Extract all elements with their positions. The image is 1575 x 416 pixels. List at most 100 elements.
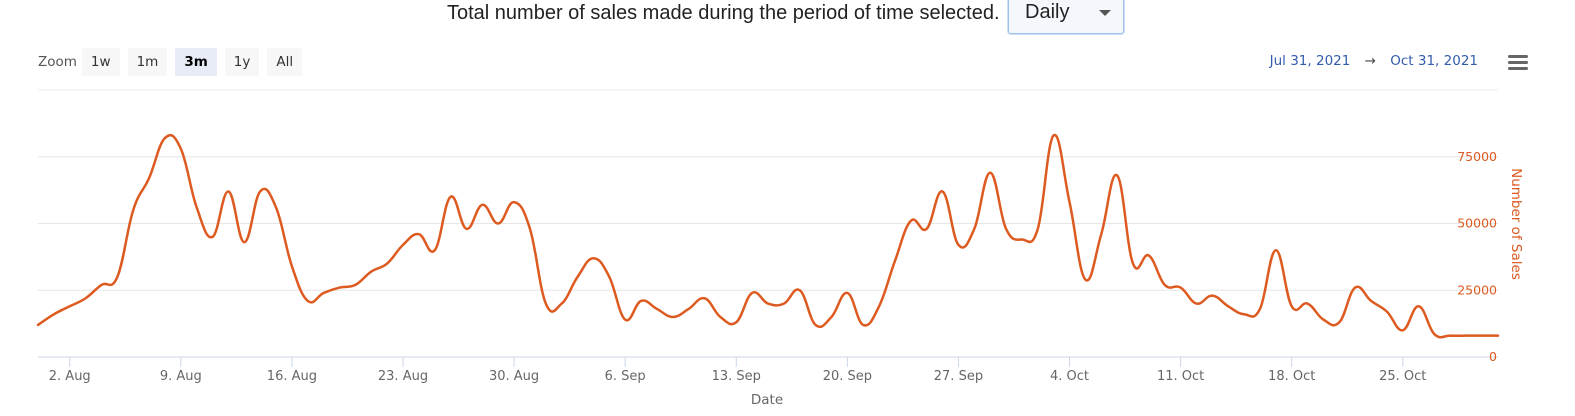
data-point (305, 298, 311, 304)
data-point (1368, 298, 1374, 304)
data-point (828, 314, 834, 320)
data-point (1067, 199, 1073, 205)
data-point (1416, 303, 1422, 309)
data-point (194, 204, 200, 210)
data-point (702, 295, 708, 301)
zoom-button-all[interactable]: All (267, 48, 303, 76)
data-point (1241, 311, 1247, 317)
y-axis-title: Number of Sales (1508, 168, 1524, 280)
y-tick-label: 50000 (1457, 216, 1497, 231)
y-axis: 0 25000 50000 75000 (1457, 149, 1497, 364)
data-point (1479, 333, 1485, 339)
data-point (1162, 282, 1168, 288)
data-point (210, 234, 216, 240)
data-point (495, 221, 501, 227)
data-point (1146, 253, 1152, 259)
data-point (1384, 309, 1390, 315)
data-point (1114, 172, 1120, 178)
data-point (1178, 285, 1184, 291)
data-point (622, 317, 628, 323)
data-point (51, 311, 57, 317)
data-point (463, 226, 469, 232)
zoom-label: Zoom (38, 54, 77, 70)
data-point (1495, 333, 1501, 339)
data-point (400, 242, 406, 248)
data-point (1003, 226, 1009, 232)
data-point (924, 226, 930, 232)
data-point (1257, 306, 1263, 312)
period-select-value: Daily (1025, 1, 1070, 23)
x-axis: 2. Aug 9. Aug 16. Aug 23. Aug 30. Aug 6. Sep 1… (38, 356, 1498, 384)
data-point (717, 314, 723, 320)
data-point (590, 255, 596, 261)
x-tick-label: 6. Sep (605, 369, 646, 384)
data-point (844, 290, 850, 296)
data-point (876, 303, 882, 309)
data-point (511, 199, 517, 205)
data-point (686, 306, 692, 312)
x-tick-label: 20. Sep (823, 369, 872, 384)
data-point (1019, 237, 1025, 243)
data-point (1320, 317, 1326, 323)
x-tick-label: 2. Aug (49, 369, 91, 384)
data-point (1082, 277, 1088, 283)
data-point (352, 282, 358, 288)
x-tick-label: 18. Oct (1268, 369, 1315, 384)
data-point (797, 287, 803, 293)
data-point (1209, 293, 1215, 299)
x-tick-label: 23. Aug (378, 369, 428, 384)
x-axis-title: Date (751, 392, 783, 408)
data-point (1289, 303, 1295, 309)
y-tick-label: 0 (1489, 349, 1497, 364)
range-from-date[interactable]: Jul 31, 2021 (1269, 53, 1351, 69)
zoom-button-3m[interactable]: 3m (175, 48, 217, 76)
data-point (479, 202, 485, 208)
data-point (130, 207, 136, 213)
data-point (860, 322, 866, 328)
data-point (765, 301, 771, 307)
data-point (289, 263, 295, 269)
data-point (527, 226, 533, 232)
chart-caption: Total number of sales made during the pe… (447, 2, 1000, 24)
data-point (559, 301, 565, 307)
series-layer (36, 132, 1501, 339)
range-to-date[interactable]: Oct 31, 2021 (1390, 53, 1478, 69)
data-point (1051, 132, 1057, 138)
series-line (36, 133, 1500, 339)
data-point (1352, 285, 1358, 291)
data-point (1273, 247, 1279, 253)
zoom-button-1y[interactable]: 1y (224, 48, 260, 76)
data-point (892, 258, 898, 264)
data-point (257, 188, 263, 194)
data-point (67, 303, 73, 309)
data-point (971, 226, 977, 232)
data-point (940, 188, 946, 194)
x-tick-label: 16. Aug (267, 369, 317, 384)
data-point (384, 261, 390, 267)
data-point (1432, 331, 1438, 337)
x-tick-label: 25. Oct (1379, 369, 1426, 384)
data-point (368, 269, 374, 275)
zoom-button-1m[interactable]: 1m (127, 48, 168, 76)
data-point (1447, 333, 1453, 339)
zoom-bar: Zoom 1w 1m 3m 1y All (38, 48, 310, 76)
zoom-button-1w[interactable]: 1w (81, 48, 120, 76)
data-point (654, 306, 660, 312)
period-select[interactable]: Daily (1008, 0, 1124, 34)
y-tick-label: 25000 (1457, 282, 1497, 297)
data-point (670, 314, 676, 320)
data-point (955, 242, 961, 248)
data-point (98, 282, 104, 288)
data-point (638, 298, 644, 304)
data-point (1336, 319, 1342, 325)
hamburger-menu-icon[interactable] (1507, 53, 1529, 71)
data-point (448, 194, 454, 200)
x-tick-label: 4. Oct (1050, 369, 1089, 384)
data-point (83, 295, 89, 301)
chevron-down-icon (1099, 10, 1111, 16)
data-point (416, 231, 422, 237)
data-point (178, 146, 184, 152)
x-tick-label: 13. Sep (712, 369, 761, 384)
data-point (781, 301, 787, 307)
